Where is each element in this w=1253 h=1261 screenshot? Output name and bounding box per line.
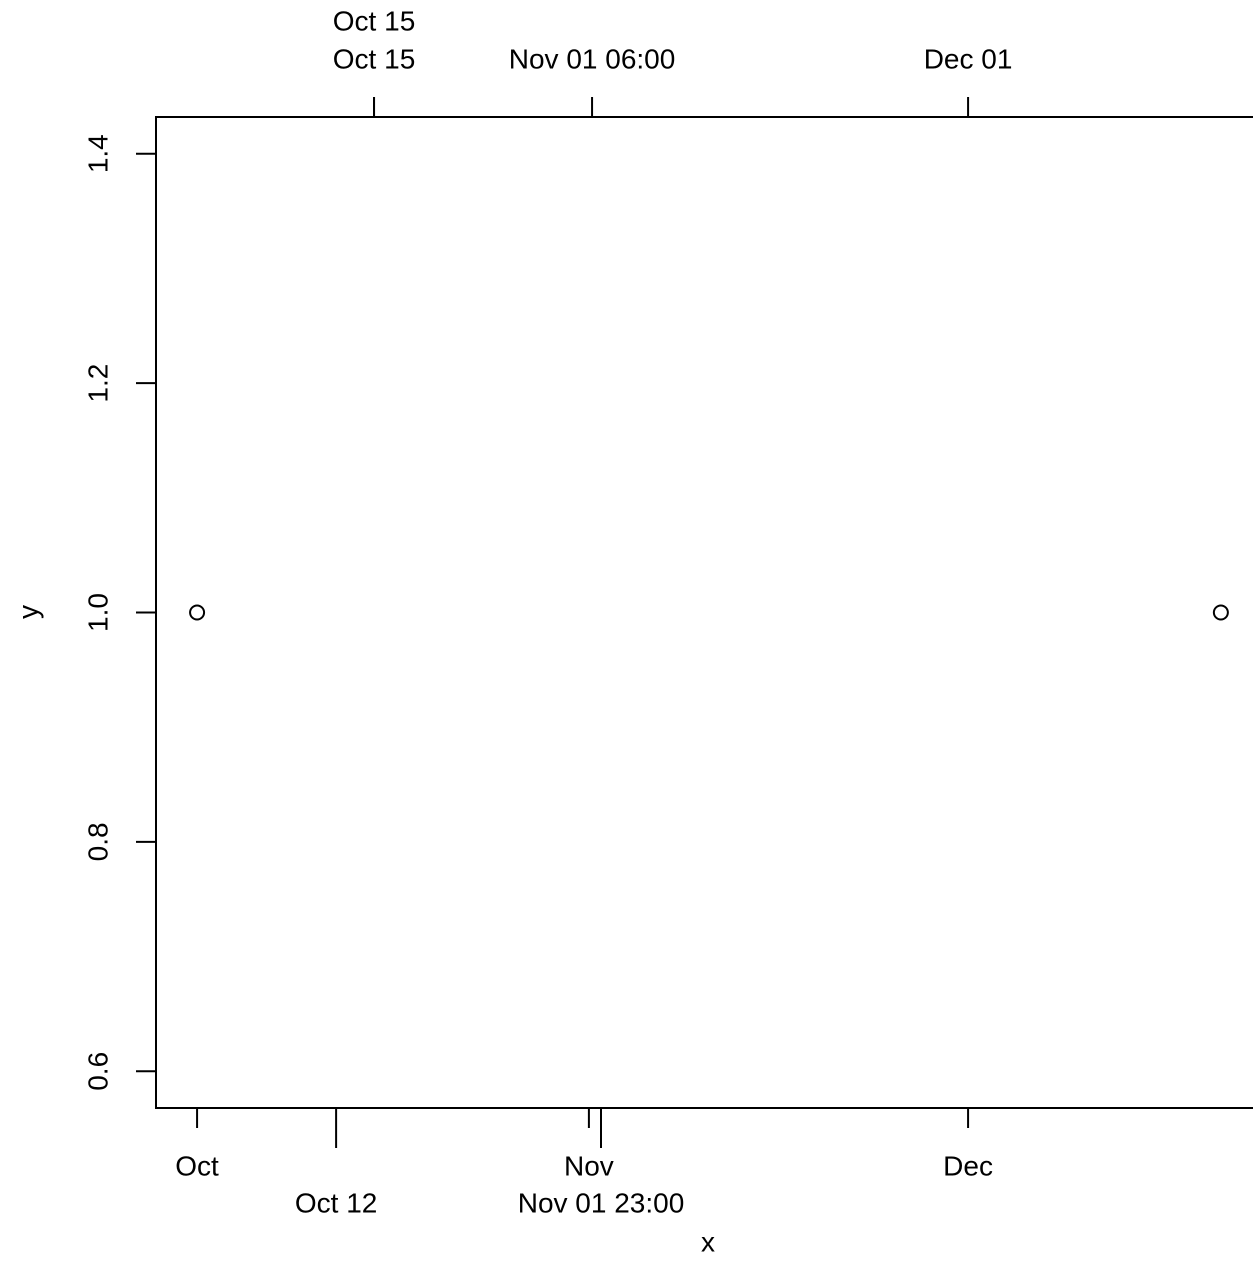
point (189, 604, 206, 621)
y-tick-label: 1.0 (82, 593, 113, 632)
point (1212, 604, 1229, 621)
y-tick-label: 1.4 (82, 134, 113, 173)
x-axis-label: x (701, 1226, 715, 1257)
y-tick-label: 1.2 (82, 364, 113, 403)
x-tick-label: Nov (564, 1150, 614, 1181)
x-tick-label: Dec (943, 1150, 993, 1181)
x2-tick-label: Dec 01 (924, 43, 1013, 74)
plot-frame (155, 116, 1253, 1109)
x-tick-label: Oct 12 (295, 1187, 377, 1218)
x2-tick-label: Oct 15 (333, 5, 415, 36)
y-tick-label: 0.8 (82, 822, 113, 861)
x-tick-label: Nov 01 23:00 (518, 1187, 685, 1218)
x2-tick-label: Nov 01 06:00 (509, 43, 676, 74)
x-tick-label: Oct (175, 1150, 219, 1181)
y-axis-label: y (12, 605, 43, 619)
y-tick-label: 0.6 (82, 1052, 113, 1091)
x2-tick-label: Oct 15 (333, 43, 415, 74)
